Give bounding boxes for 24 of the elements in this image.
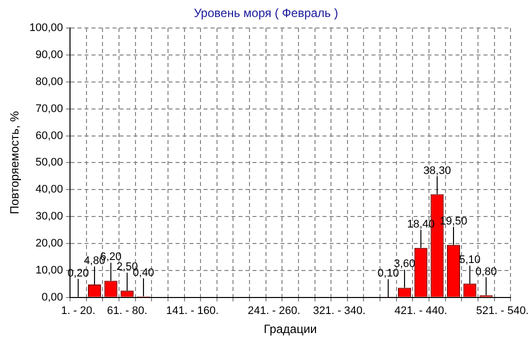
- x-tick-label: 61. - 80.: [106, 305, 148, 318]
- y-tick-label: 80,00: [36, 76, 64, 88]
- x-tick-label: 141. - 160.: [166, 305, 219, 318]
- y-tick-label: 70,00: [36, 102, 64, 115]
- chart-title: Уровень моря ( Февраль ): [192, 6, 340, 20]
- y-tick-label: 40,00: [36, 184, 64, 196]
- data-label: 0,10: [378, 268, 399, 280]
- x-tick-label: 421. - 440.: [394, 305, 448, 318]
- x-axis-title: Градации: [264, 322, 317, 336]
- y-tick-label: 30,00: [36, 210, 64, 223]
- data-label: 38,30: [423, 164, 451, 177]
- x-tick-label: 321. - 340.: [312, 305, 366, 318]
- x-tick-label: 521. - 540.: [476, 305, 529, 318]
- y-axis-title: Повторяемость, %: [8, 110, 22, 214]
- x-tick-label: 1. - 20.: [61, 305, 96, 318]
- y-tick-label: 10,00: [36, 264, 64, 276]
- x-tick-label: 241. - 260.: [248, 305, 300, 318]
- data-label: 0,80: [475, 266, 497, 278]
- y-tick-label: 60,00: [36, 130, 64, 142]
- y-tick-label: 100,00: [29, 22, 64, 34]
- y-tick-label: 20,00: [36, 238, 64, 250]
- y-tick-label: 50,00: [36, 156, 64, 169]
- y-tick-label: 0,00: [42, 291, 64, 304]
- y-tick-label: 90,00: [36, 48, 64, 61]
